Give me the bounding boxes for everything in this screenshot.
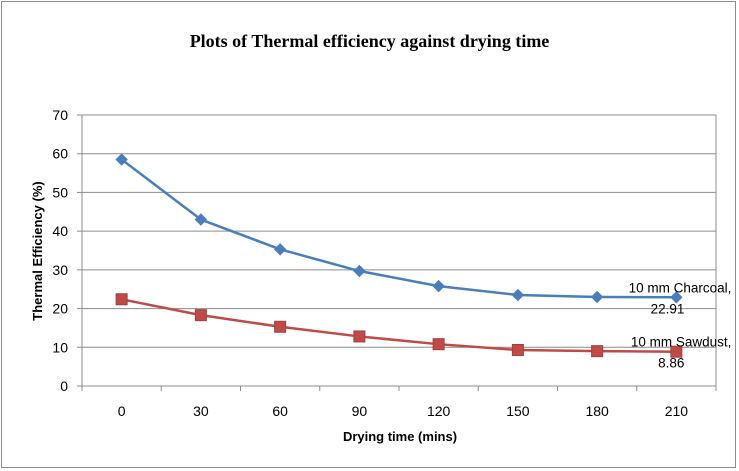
y-tick-label: 60 (52, 146, 68, 162)
chart-title: Plots of Thermal efficiency against dryi… (189, 31, 550, 51)
data-label-name: 10 mm Sawdust, (631, 335, 732, 350)
data-point-square (511, 343, 524, 356)
data-point-diamond (511, 288, 525, 302)
y-axis-title: Thermal Efficiency (%) (30, 181, 45, 320)
data-point-square (115, 293, 128, 306)
y-tick-label: 30 (52, 262, 68, 278)
data-point-diamond (194, 213, 208, 226)
data-label-name: 10 mm Charcoal, (629, 280, 732, 295)
data-labels: 10 mm Charcoal, 22.91 10 mm Sawdust, 8.86 (629, 280, 732, 370)
y-tick-label: 40 (52, 223, 68, 239)
x-tick-label: 180 (585, 403, 609, 419)
x-tick-label: 210 (665, 403, 689, 419)
x-tick-labels: 0 30 60 90 120 150 180 210 (118, 403, 689, 419)
data-point-square (670, 345, 683, 358)
data-point-diamond (115, 153, 128, 166)
x-tick-label: 90 (352, 403, 368, 419)
data-point-square (432, 338, 445, 351)
data-point-square (194, 309, 207, 322)
y-tick-label: 10 (52, 339, 68, 355)
axes (77, 114, 717, 391)
data-point-diamond (273, 243, 287, 256)
y-tick-labels: 0 10 20 30 40 50 60 70 (52, 107, 68, 394)
series-line-1 (120, 158, 677, 299)
y-tick-label: 70 (52, 107, 68, 123)
data-point-square (274, 320, 287, 333)
data-label-value: 22.91 (651, 301, 685, 316)
data-point-diamond (353, 264, 366, 278)
y-tick-label: 50 (52, 184, 68, 200)
data-point-diamond (432, 279, 445, 293)
gridlines (82, 114, 716, 348)
x-tick-label: 120 (427, 403, 451, 419)
x-tick-label: 0 (118, 403, 126, 419)
x-tick-label: 60 (272, 403, 288, 419)
x-axis-title: Drying time (mins) (343, 429, 457, 444)
data-point-diamond (590, 290, 604, 304)
data-point-square (353, 330, 366, 343)
data-label-value: 8.86 (658, 356, 684, 371)
data-point-diamond (670, 291, 683, 304)
x-tick-label: 30 (193, 403, 209, 419)
y-tick-label: 20 (52, 301, 68, 317)
series-lines (120, 158, 677, 353)
series-line-2 (121, 298, 677, 353)
x-tick-label: 150 (506, 403, 530, 419)
series-markers (115, 153, 683, 358)
y-tick-label: 0 (60, 378, 68, 394)
data-point-square (591, 345, 604, 358)
